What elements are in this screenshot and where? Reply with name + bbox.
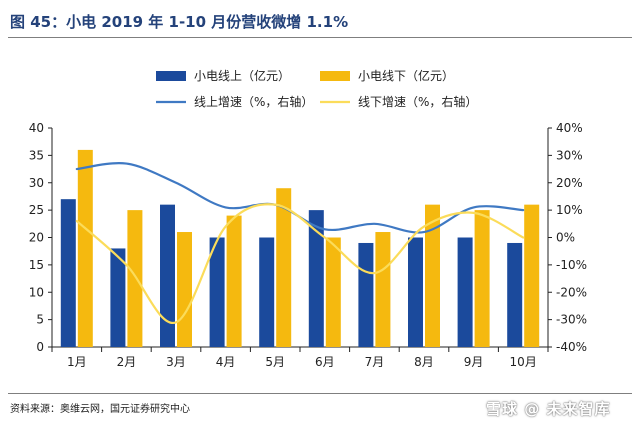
- y2-tick-label: 10%: [556, 203, 583, 217]
- y2-tick-label: -10%: [556, 258, 587, 272]
- offline-bar: [425, 204, 440, 347]
- x-tick-label: 10月: [510, 355, 537, 369]
- source-note: 资料来源：奥维云网，国元证券研究中心: [10, 404, 190, 415]
- offline-bar: [524, 204, 540, 347]
- y-tick-label: 0: [36, 340, 44, 354]
- legend-swatch: [156, 71, 186, 81]
- x-tick-label: 4月: [216, 355, 236, 369]
- offline-growth-line: [75, 203, 525, 324]
- title-divider: [8, 37, 632, 38]
- legend-offline-growth: 线下增速（%，右轴）: [320, 94, 477, 109]
- y2-tick-label: 30%: [556, 148, 583, 162]
- growth-lines: [75, 162, 525, 324]
- y-tick-label: 25: [29, 203, 44, 217]
- offline-bar: [77, 149, 93, 347]
- y-tick-label: 20: [29, 231, 44, 245]
- x-tick-label: 7月: [365, 355, 385, 369]
- y2-tick-label: -30%: [556, 313, 587, 327]
- y-tick-label: 40: [29, 121, 44, 135]
- legend-label: 小电线上（亿元）: [194, 68, 290, 83]
- legend-online-growth: 线上增速（%，右轴）: [156, 94, 313, 109]
- combo-chart: 小电线上（亿元） 小电线下（亿元） 线上增速（%，右轴） 线下增速（%，右轴） 0 5 1…: [29, 68, 587, 369]
- x-tick-label: 1月: [67, 355, 87, 369]
- online-growth-line: [75, 162, 525, 234]
- y2-tick-label: 20%: [556, 176, 583, 190]
- online-bar: [60, 199, 76, 347]
- legend-label: 线下增速（%，右轴）: [358, 94, 477, 109]
- y-tick-label: 35: [29, 148, 44, 162]
- online-bar: [160, 204, 175, 347]
- x-tick-label: 8月: [414, 355, 434, 369]
- x-tick-label: 9月: [464, 355, 484, 369]
- legend-offline: 小电线下（亿元）: [320, 68, 454, 83]
- offline-bar: [474, 210, 490, 347]
- online-bar: [358, 242, 374, 347]
- online-bar: [110, 248, 126, 347]
- offline-bar: [325, 237, 341, 347]
- y-tick-label: 10: [29, 285, 44, 299]
- legend: 小电线上（亿元） 小电线下（亿元） 线上增速（%，右轴） 线下增速（%，右轴）: [156, 68, 477, 109]
- offline-bar: [226, 215, 242, 347]
- y-tick-label: 15: [29, 258, 44, 272]
- y2-tick-label: -40%: [556, 340, 587, 354]
- axes: 0 5 10 15 20 25 30 35 40 -40% -30% -20% -10% 0% 10% 20%…: [29, 121, 587, 369]
- online-bar: [308, 210, 324, 347]
- online-bar: [209, 237, 225, 347]
- x-tick-label: 2月: [117, 355, 137, 369]
- online-bar: [408, 237, 423, 347]
- y-tick-label: 5: [36, 313, 44, 327]
- chart-title: 图 45：小电 2019 年 1-10 月份营收微增 1.1%: [10, 13, 349, 31]
- y-tick-label: 30: [29, 176, 44, 190]
- online-bar: [259, 237, 275, 347]
- watermark: 雪球 @ 未来智库: [486, 400, 611, 418]
- offline-bar: [177, 232, 192, 347]
- y2-tick-label: -20%: [556, 285, 587, 299]
- online-bar: [507, 242, 523, 347]
- x-tick-label: 3月: [166, 355, 186, 369]
- x-tick-label: 5月: [265, 355, 285, 369]
- y2-tick-label: 40%: [556, 121, 583, 135]
- legend-swatch: [320, 71, 350, 81]
- legend-label: 线上增速（%，右轴）: [194, 94, 313, 109]
- offline-bar: [127, 210, 143, 347]
- legend-online: 小电线上（亿元）: [156, 68, 290, 83]
- x-tick-label: 6月: [315, 355, 335, 369]
- legend-label: 小电线下（亿元）: [358, 68, 454, 83]
- offline-bar: [276, 188, 292, 347]
- online-bar: [457, 237, 473, 347]
- footer-divider: [8, 393, 632, 394]
- y2-tick-label: 0%: [556, 231, 575, 245]
- bars: [60, 149, 540, 347]
- offline-bar: [375, 232, 391, 347]
